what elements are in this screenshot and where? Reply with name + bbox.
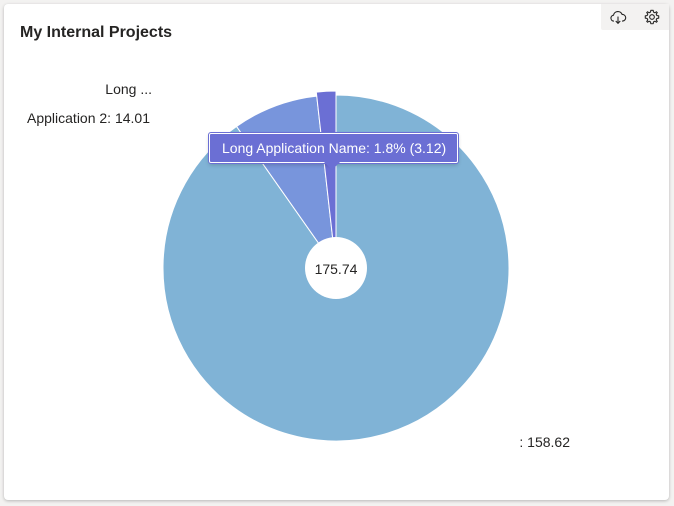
slice-label-3: Long ... xyxy=(105,81,152,97)
slice-label-2: Application 2: 14.01 xyxy=(27,110,150,126)
center-hole xyxy=(305,237,367,299)
cloud-download-icon xyxy=(610,11,627,25)
slice-tooltip: Long Application Name: 1.8% (3.12) xyxy=(209,133,459,170)
tooltip-arrow xyxy=(324,162,340,170)
slice-label-1: : 158.62 xyxy=(519,434,570,450)
pie-chart: 175.74 : 158.62 Application 2: 14.01 Long … xyxy=(27,81,570,450)
gear-icon xyxy=(644,9,660,25)
tooltip-text: Long Application Name: 1.8% (3.12) xyxy=(222,140,447,156)
card-title: My Internal Projects xyxy=(20,24,173,41)
chart-card: My Internal Projects 175.74 : 158.62 Appl… xyxy=(4,4,669,500)
center-total-label: 175.74 xyxy=(315,261,358,277)
export-button[interactable] xyxy=(601,4,635,30)
settings-button[interactable] xyxy=(635,4,669,30)
card-toolbar xyxy=(601,4,669,30)
